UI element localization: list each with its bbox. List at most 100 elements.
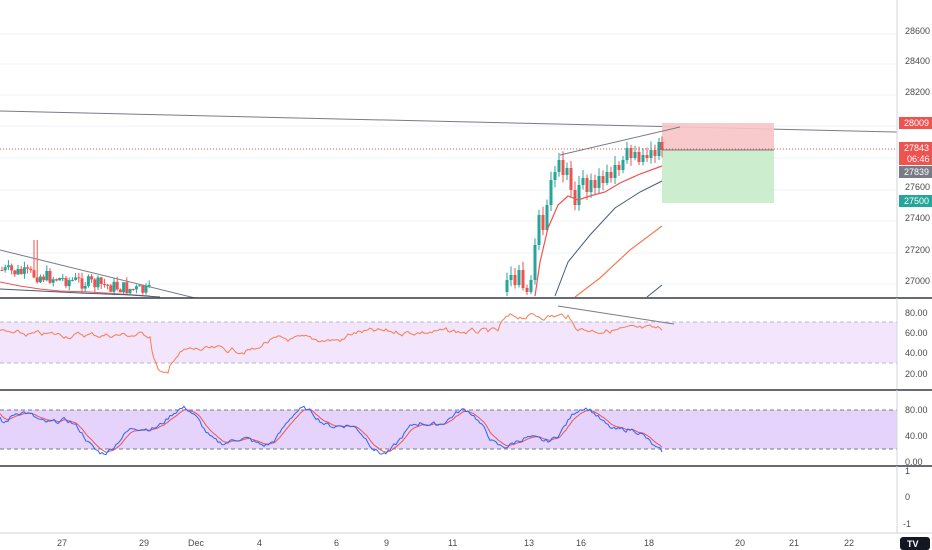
price-tick: 28200 <box>905 87 930 97</box>
candle-body <box>45 270 49 281</box>
candle-body <box>67 280 71 287</box>
candle-body <box>585 178 589 192</box>
ema-mid-line <box>554 180 663 297</box>
stop-loss-zone[interactable] <box>662 123 774 150</box>
candlesticks <box>0 136 664 297</box>
grid <box>0 33 897 285</box>
candle-body <box>3 267 7 271</box>
candle-body <box>134 286 138 290</box>
candle-body <box>0 270 4 271</box>
logo-badge <box>900 537 930 550</box>
candle-body <box>641 155 645 162</box>
candle-body <box>6 265 10 268</box>
price-tick: 27000 <box>905 276 930 286</box>
candle-body <box>629 148 633 158</box>
candle-body <box>131 288 135 290</box>
candle-body <box>86 276 90 286</box>
candle-body <box>637 152 641 162</box>
candle-body <box>51 279 55 283</box>
candle-body <box>565 168 569 175</box>
candle-body <box>99 277 103 285</box>
time-tick: 11 <box>448 538 457 548</box>
rsi-tick: 60.00 <box>905 328 928 338</box>
logo-text: TV <box>907 539 919 549</box>
candle-body <box>16 268 20 275</box>
candle-body <box>633 152 637 158</box>
rsi-line <box>0 313 663 374</box>
candle-body <box>29 268 33 271</box>
candle-body <box>645 155 649 158</box>
time-tick: 13 <box>524 538 534 548</box>
last-price-text: 27843 <box>904 143 929 153</box>
stoch-d-line <box>0 408 663 453</box>
rsi-tick: 20.00 <box>905 369 928 379</box>
time-tick: 27 <box>57 538 67 548</box>
candle-body <box>541 215 545 230</box>
ema-fast-line <box>534 165 663 297</box>
bottom-indicator-pane[interactable]: 1 0 -1 <box>896 466 911 533</box>
candle-body <box>609 172 613 178</box>
time-tick: Dec <box>188 538 205 548</box>
candle-body <box>22 267 26 274</box>
candle-body <box>557 160 561 172</box>
stop-price-text: 28009 <box>904 118 929 128</box>
candle-body <box>649 150 653 158</box>
candle-body <box>128 288 132 294</box>
candle-body <box>125 282 129 294</box>
candle-body <box>601 176 605 183</box>
candle-body <box>115 281 119 290</box>
time-tick: 6 <box>334 538 339 548</box>
candle-body <box>545 205 549 230</box>
stoch-tick: 40.00 <box>905 431 928 441</box>
candle-body <box>593 180 597 188</box>
price-tick: 27400 <box>905 213 930 223</box>
rising-trendline[interactable] <box>559 126 681 156</box>
bottom-tick: -1 <box>903 519 911 529</box>
resistance-trendline-left[interactable] <box>0 249 196 299</box>
bottom-tick: 1 <box>905 466 910 476</box>
time-tick: 18 <box>644 538 654 548</box>
candle-body <box>42 276 46 281</box>
candle-body <box>141 285 145 293</box>
stoch-tick: 80.00 <box>905 405 928 415</box>
candle-body <box>61 277 65 279</box>
candle-body <box>118 289 122 293</box>
candle-body <box>48 270 52 283</box>
time-tick: 29 <box>139 538 149 548</box>
main-price-pane[interactable]: 28600 28400 28200 27600 27400 27200 2700… <box>0 0 932 299</box>
candle-body <box>102 284 106 286</box>
ema-mid-left <box>0 288 161 298</box>
candle-body <box>621 160 625 170</box>
time-axis[interactable]: 27 29 Dec 4 6 9 11 13 16 18 20 21 22 <box>0 532 932 548</box>
candle-body <box>525 288 529 292</box>
target-price-text: 27500 <box>904 196 929 206</box>
time-tick: 4 <box>257 538 262 548</box>
prev-close-text: 27839 <box>904 167 929 177</box>
rsi-divergence-line[interactable] <box>557 305 675 325</box>
ema-slow-line <box>574 225 663 298</box>
candle-body <box>93 279 97 288</box>
candle-body <box>505 280 509 292</box>
candle-body <box>90 276 94 280</box>
candle-body <box>625 148 629 160</box>
take-profit-zone[interactable] <box>662 150 774 203</box>
stop-price-tag <box>899 117 932 129</box>
stochastic-pane[interactable]: 80.00 40.00 0.00 <box>0 390 928 467</box>
time-tick: 22 <box>844 538 854 548</box>
prev-close-tag <box>899 166 932 178</box>
candle-body <box>653 150 657 156</box>
rsi-pane[interactable]: 80.00 60.00 40.00 20.00 <box>0 298 928 390</box>
candle-body <box>660 142 664 150</box>
candle-body <box>19 268 23 274</box>
price-axis[interactable]: 28600 28400 28200 27600 27400 27200 2700… <box>899 26 932 286</box>
candle-body <box>529 280 533 292</box>
countdown-text: 06:46 <box>907 154 930 164</box>
time-tick: 16 <box>576 538 586 548</box>
candle-body <box>509 275 513 280</box>
tradingview-logo[interactable]: TV <box>900 537 930 550</box>
candle-body <box>138 285 142 287</box>
candle-body <box>657 142 661 156</box>
candle-body <box>147 285 151 287</box>
candle-body <box>10 265 14 271</box>
